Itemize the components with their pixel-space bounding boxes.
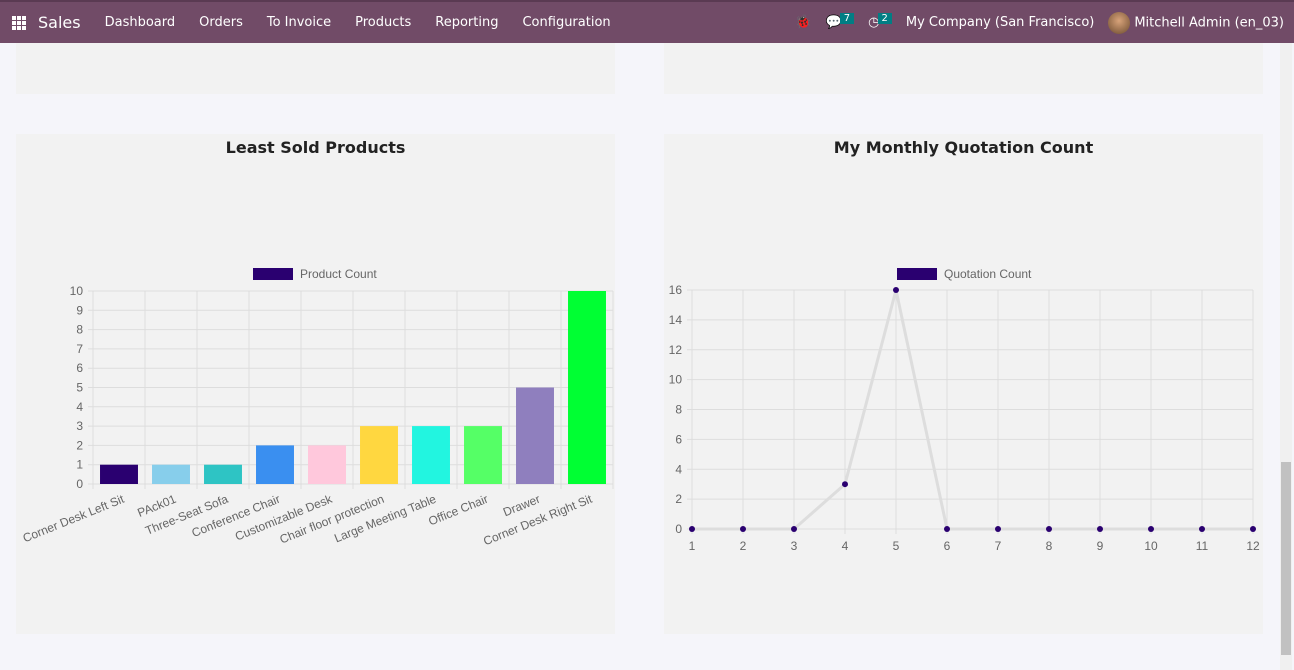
y-tick-label: 4 [76,400,83,414]
x-tick-label: 4 [842,539,849,553]
activities-badge: 2 [877,13,892,24]
apps-menu-icon[interactable] [12,15,26,30]
data-point [740,526,746,532]
data-point [893,287,899,293]
x-tick-label: 5 [893,539,900,553]
menu-to-invoice[interactable]: To Invoice [266,15,332,30]
y-tick-label: 14 [669,313,683,327]
x-tick-label: 9 [1097,539,1104,553]
data-point [689,526,695,532]
bar [204,464,242,484]
clock-icon: ◷ [868,15,880,30]
x-tick-label: Corner Desk Left Sit [21,492,127,546]
y-tick-label: 1 [76,458,83,472]
y-tick-label: 16 [669,283,683,297]
x-tick-label: 8 [1046,539,1053,553]
bar [568,291,606,484]
user-name: Mitchell Admin (en_03) [1134,15,1284,30]
y-tick-label: 6 [675,432,682,446]
y-tick-label: 2 [76,438,83,452]
menu-reporting[interactable]: Reporting [435,15,499,30]
bar [516,387,554,484]
avatar [1108,11,1131,34]
x-tick-label: 3 [791,539,798,553]
menu-orders[interactable]: Orders [199,15,243,30]
data-point [1199,526,1205,532]
data-point [944,526,950,532]
y-tick-label: 10 [669,373,683,387]
bar-chart: Product Count 0 1 2 3 4 5 6 7 8 9 10 Corner Desk Lef… [21,267,614,548]
scrollbar-thumb[interactable] [1281,462,1291,655]
y-tick-label: 8 [76,323,83,337]
bar [152,464,190,484]
y-tick-label: 0 [76,477,83,491]
data-point [1046,526,1052,532]
bar [100,464,138,484]
x-tick-label: 1 [689,539,696,553]
y-tick-label: 4 [675,462,682,476]
data-point [995,526,1001,532]
data-point [1097,526,1103,532]
chat-icon: 💬 [825,15,842,30]
y-tick-label: 2 [675,492,682,506]
bar [308,445,346,484]
bar [412,426,450,484]
user-menu[interactable]: Mitchell Admin (en_03) [1108,11,1284,34]
x-tick-label: 12 [1246,539,1260,553]
data-point [842,481,848,488]
y-tick-label: 12 [669,343,683,357]
bar [464,426,502,484]
x-tick-label: 7 [995,539,1002,553]
debug-bug-icon[interactable]: 🐞 [795,15,812,30]
data-point [1148,526,1154,532]
x-tick-label: 11 [1196,539,1209,553]
app-brand[interactable]: Sales [38,13,81,32]
y-tick-label: 0 [675,522,682,536]
y-tick-label: 6 [76,361,83,375]
chart-title: My Monthly Quotation Count [833,138,1094,157]
menu-configuration[interactable]: Configuration [522,15,611,30]
chart-title: Least Sold Products [225,138,406,157]
x-tick-label: Office Chair [426,492,490,529]
y-tick-label: 7 [76,342,83,356]
data-point [1250,526,1256,532]
company-switcher[interactable]: My Company (San Francisco) [905,15,1095,30]
x-tick-label: 6 [944,539,951,553]
card-top-left [16,43,615,94]
data-point [791,526,797,532]
messages-button[interactable]: 💬 7 [825,13,855,30]
bar [360,426,398,484]
messages-badge: 7 [839,13,855,24]
monthly-quotation-card: My Monthly Quotation Count Quotation Cou… [664,134,1263,634]
x-tick-label: 2 [740,539,747,553]
menu-dashboard[interactable]: Dashboard [104,15,176,30]
top-navbar: Sales Dashboard Orders To Invoice Produc… [0,0,1294,43]
legend-swatch [897,268,937,280]
bar [256,445,294,484]
x-tick-label: 10 [1144,539,1158,553]
legend-label: Product Count [300,267,377,281]
activities-button[interactable]: ◷ 2 [868,13,892,30]
series-line [692,289,1253,531]
y-tick-label: 5 [76,381,83,395]
legend-swatch [253,268,293,280]
y-tick-label: 8 [675,403,682,417]
y-tick-label: 10 [70,284,84,298]
menu-products[interactable]: Products [355,15,412,30]
least-sold-products-card: Least Sold Products Product Count 0 1 2 3 4 5 6… [16,134,615,634]
y-tick-label: 9 [76,303,83,317]
legend-label: Quotation Count [944,267,1032,281]
y-tick-label: 3 [76,419,83,433]
card-top-right [664,43,1263,94]
